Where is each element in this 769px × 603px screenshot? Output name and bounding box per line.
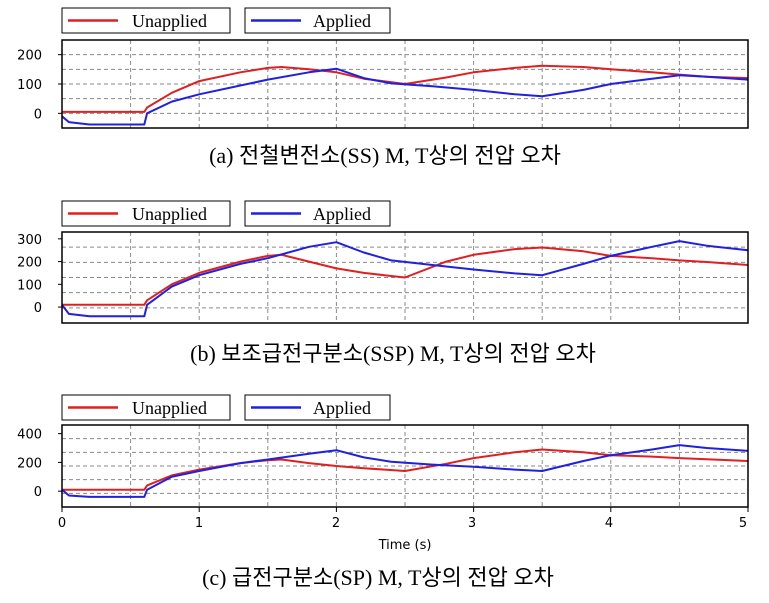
plot-frame [61,424,749,508]
y-tick-label: 200 [17,456,42,471]
panel-c-caption: (c) 급전구분소(SP) M, T상의 전압 오차 [202,565,554,590]
panel-b-caption: (b) 보조급전구분소(SSP) M, T상의 전압 오차 [190,341,596,366]
y-tick-label: 100 [17,78,42,93]
plot-frame [61,231,749,324]
y-tick-label: 300 [17,233,42,248]
legend-label-applied: Applied [313,204,371,224]
x-tick-label: 5 [739,516,747,531]
y-tick-label: 200 [17,256,42,271]
panel-a-caption: (a) 전철변전소(SS) M, T상의 전압 오차 [209,143,561,168]
legend-label-applied: Applied [313,398,371,418]
series-line-unapplied [62,448,749,491]
x-axis-label: Time (s) [378,538,432,553]
x-tick-label: 4 [605,516,613,531]
x-tick-label: 0 [58,516,66,531]
plot-frame [61,39,749,129]
y-tick-label: 400 [17,428,42,443]
panel-c: Unapplied Applied 0 200 400 [17,394,749,508]
legend-label-applied: Applied [313,11,371,31]
y-tick-label: 0 [34,485,42,500]
panel-b: Unapplied Applied 0 100 200 300 [17,200,749,324]
panel-a: Unapplied Applied 0 100 200 [17,7,749,129]
legend-label-unapplied: Unapplied [132,398,207,418]
legend-label-unapplied: Unapplied [132,204,207,224]
x-tick-label: 3 [468,516,476,531]
y-tick-label: 0 [34,107,42,122]
y-tick-label: 100 [17,278,42,293]
x-tick-label: 1 [195,516,203,531]
series-line-applied [61,444,749,498]
series-line-unapplied [62,246,749,306]
y-tick-label: 0 [34,301,42,316]
series-line-applied [61,67,749,126]
series-line-applied [61,240,749,318]
x-tick-label: 2 [332,516,340,531]
y-tick-label: 200 [17,49,42,64]
legend-label-unapplied: Unapplied [132,11,207,31]
legend-box-applied [244,200,391,227]
